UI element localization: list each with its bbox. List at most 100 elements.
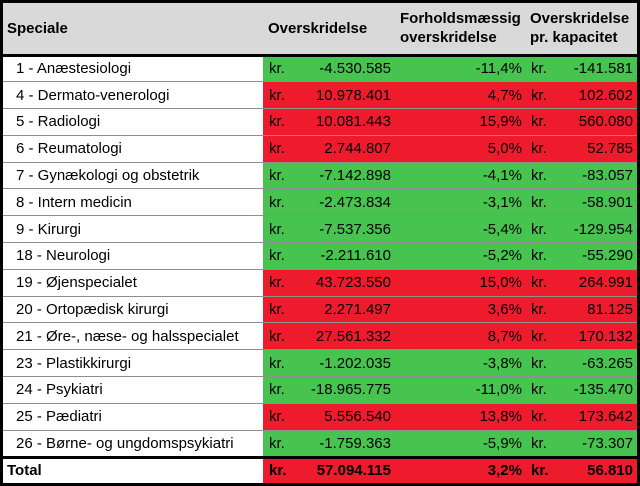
overskridelse-cell: kr. -2.473.834 bbox=[263, 188, 395, 217]
speciale-cell: 18 - Neurologi bbox=[3, 242, 263, 270]
pr-kapacitet-cell: kr. 81.125 bbox=[525, 296, 637, 324]
overskridelse-cell: kr. -18.965.775 bbox=[263, 376, 395, 404]
pr-kapacitet-cell: kr. 173.642 bbox=[525, 403, 637, 431]
overskridelse-value: 10.978.401 bbox=[315, 86, 391, 104]
currency-label: kr. bbox=[531, 408, 547, 426]
table-row: 24 - Psykiatri kr. -18.965.775 -11,0% kr. -13… bbox=[3, 376, 637, 404]
total-label: Total bbox=[3, 455, 263, 483]
overskridelse-value: 5.556.540 bbox=[324, 408, 391, 426]
currency-label: kr. bbox=[531, 247, 547, 265]
header-forholdsmaessig-overskridelse: Forholdsmæssig overskridelse bbox=[395, 3, 525, 57]
total-overskridelse-value: 57.094.115 bbox=[316, 462, 391, 480]
overskridelse-value: 2.271.497 bbox=[324, 301, 391, 319]
table-header: Speciale Overskridelse Forholdsmæssig ov… bbox=[3, 3, 637, 57]
pr-kapacitet-value: -63.265 bbox=[582, 354, 633, 372]
pr-kapacitet-value: 560.080 bbox=[578, 113, 633, 131]
pr-kapacitet-cell: kr. -129.954 bbox=[525, 215, 637, 244]
pr-kapacitet-cell: kr. 560.080 bbox=[525, 108, 637, 136]
pct-cell: 4,7% bbox=[395, 81, 525, 110]
currency-label: kr. bbox=[531, 274, 547, 292]
pct-cell: 5,0% bbox=[395, 135, 525, 163]
overskridelse-cell: kr. 27.561.332 bbox=[263, 322, 395, 351]
table-row: 26 - Børne- og ungdomspsykiatri kr. -1.759… bbox=[3, 430, 637, 458]
pr-kapacitet-value: -129.954 bbox=[573, 220, 633, 238]
overskridelse-cell: kr. -2.211.610 bbox=[263, 242, 395, 270]
table-row: 5 - Radiologi kr. 10.081.443 15,9% kr. 560.08… bbox=[3, 108, 637, 136]
pct-cell: -5,9% bbox=[395, 430, 525, 458]
pct-cell: 8,7% bbox=[395, 322, 525, 351]
overskridelse-value: -1.202.035 bbox=[319, 354, 391, 372]
speciale-cell: 19 - Øjenspecialet bbox=[3, 269, 263, 297]
pr-kapacitet-value: -73.307 bbox=[582, 434, 633, 452]
table-row: 8 - Intern medicin kr. -2.473.834 -3,1% kr. -… bbox=[3, 188, 637, 217]
currency-label: kr. bbox=[531, 462, 549, 480]
currency-label: kr. bbox=[531, 220, 547, 238]
total-row: Total kr. 57.094.115 3,2% kr. 56.810 bbox=[3, 455, 637, 483]
pr-kapacitet-cell: kr. -63.265 bbox=[525, 349, 637, 378]
currency-label: kr. bbox=[531, 60, 547, 78]
pct-cell: -3,1% bbox=[395, 188, 525, 217]
speciale-cell: 23 - Plastikkirurgi bbox=[3, 349, 263, 378]
pct-cell: -11,0% bbox=[395, 376, 525, 404]
table-row: 25 - Pædiatri kr. 5.556.540 13,8% kr. 173.642 bbox=[3, 403, 637, 431]
currency-label: kr. bbox=[269, 408, 285, 426]
currency-label: kr. bbox=[531, 327, 547, 345]
currency-label: kr. bbox=[531, 354, 547, 372]
currency-label: kr. bbox=[531, 167, 547, 185]
pr-kapacitet-cell: kr. -58.901 bbox=[525, 188, 637, 217]
currency-label: kr. bbox=[269, 167, 285, 185]
pr-kapacitet-cell: kr. -55.290 bbox=[525, 242, 637, 270]
overskridelse-value: 2.744.807 bbox=[324, 140, 391, 158]
table-row: 23 - Plastikkirurgi kr. -1.202.035 -3,8% kr.… bbox=[3, 349, 637, 378]
currency-label: kr. bbox=[531, 193, 547, 211]
currency-label: kr. bbox=[269, 274, 285, 292]
speciale-cell: 21 - Øre-, næse- og halsspecialet bbox=[3, 322, 263, 351]
header-forholdsmaessig-line1: Forholdsmæssig bbox=[400, 10, 521, 28]
overskridelse-value: -4.530.585 bbox=[319, 60, 391, 78]
currency-label: kr. bbox=[269, 327, 285, 345]
pr-kapacitet-value: 170.132 bbox=[578, 327, 633, 345]
overskridelse-cell: kr. 5.556.540 bbox=[263, 403, 395, 431]
overskridelse-cell: kr. -7.537.356 bbox=[263, 215, 395, 244]
overskridelse-cell: kr. -4.530.585 bbox=[263, 55, 395, 83]
table-row: 9 - Kirurgi kr. -7.537.356 -5,4% kr. -129.954 bbox=[3, 215, 637, 244]
overskridelse-value: -7.537.356 bbox=[319, 220, 391, 238]
overskridelse-value: 10.081.443 bbox=[315, 113, 391, 131]
pct-cell: 13,8% bbox=[395, 403, 525, 431]
table-row: 18 - Neurologi kr. -2.211.610 -5,2% kr. -55.2… bbox=[3, 242, 637, 270]
pr-kapacitet-value: 52.785 bbox=[587, 140, 633, 158]
currency-label: kr. bbox=[269, 113, 285, 131]
total-overskridelse-cell: kr. 57.094.115 bbox=[263, 455, 395, 483]
overskridelse-value: 27.561.332 bbox=[315, 327, 391, 345]
table-row: 7 - Gynækologi og obstetrik kr. -7.142.898… bbox=[3, 162, 637, 190]
overskridelse-cell: kr. 2.744.807 bbox=[263, 135, 395, 163]
header-row: Speciale Overskridelse Forholdsmæssig ov… bbox=[3, 3, 637, 57]
currency-label: kr. bbox=[269, 247, 285, 265]
overskridelse-value: -18.965.775 bbox=[310, 381, 391, 399]
currency-label: kr. bbox=[531, 86, 547, 104]
pr-kapacitet-cell: kr. -135.470 bbox=[525, 376, 637, 404]
pct-cell: -3,8% bbox=[395, 349, 525, 378]
table-footer: Total kr. 57.094.115 3,2% kr. 56.810 bbox=[3, 455, 637, 483]
header-pr-kapacitet-line2: pr. kapacitet bbox=[530, 29, 618, 47]
speciale-cell: 20 - Ortopædisk kirurgi bbox=[3, 296, 263, 324]
speciale-cell: 8 - Intern medicin bbox=[3, 188, 263, 217]
table-body: 1 - Anæstesiologi kr. -4.530.585 -11,4% kr. -… bbox=[3, 55, 637, 458]
pr-kapacitet-cell: kr. 52.785 bbox=[525, 135, 637, 163]
currency-label: kr. bbox=[531, 434, 547, 452]
speciale-cell: 5 - Radiologi bbox=[3, 108, 263, 136]
speciale-table: Speciale Overskridelse Forholdsmæssig ov… bbox=[3, 3, 637, 483]
speciale-cell: 4 - Dermato-venerologi bbox=[3, 81, 263, 110]
overskridelse-value: -7.142.898 bbox=[319, 167, 391, 185]
overskridelse-cell: kr. 10.081.443 bbox=[263, 108, 395, 136]
total-pct-cell: 3,2% bbox=[395, 455, 525, 483]
overskridelse-cell: kr. 43.723.550 bbox=[263, 269, 395, 297]
currency-label: kr. bbox=[531, 381, 547, 399]
currency-label: kr. bbox=[269, 434, 285, 452]
currency-label: kr. bbox=[269, 301, 285, 319]
pr-kapacitet-value: -83.057 bbox=[582, 167, 633, 185]
speciale-cell: 6 - Reumatologi bbox=[3, 135, 263, 163]
pr-kapacitet-value: 81.125 bbox=[587, 301, 633, 319]
speciale-cell: 25 - Pædiatri bbox=[3, 403, 263, 431]
